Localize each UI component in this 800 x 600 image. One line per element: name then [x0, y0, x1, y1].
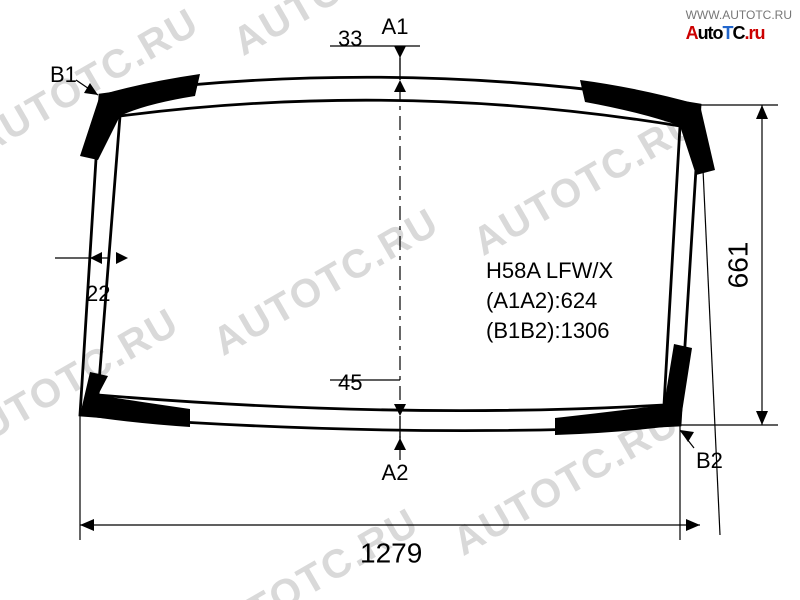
corner-br: [555, 344, 692, 435]
dim-a1-value: 33: [338, 26, 362, 51]
label-a1: A1: [382, 14, 409, 39]
dim-left-value: 22: [86, 281, 110, 306]
dim-width-value: 1279: [360, 537, 422, 568]
glass-b1b2: (B1B2):1306: [486, 318, 610, 343]
dim-mid-value: 45: [338, 370, 362, 395]
glass-inner: [98, 100, 680, 410]
diagram-root: { "watermark":{"text":"AUTOTC.RU","url":…: [0, 0, 800, 600]
label-b2: B2: [696, 448, 723, 473]
dim-height-value: 661: [722, 242, 753, 289]
label-a2: A2: [382, 460, 409, 485]
corner-tr: [580, 80, 715, 175]
corner-tl: [80, 74, 200, 160]
glass-code: H58A LFW/X: [486, 258, 613, 283]
glass-outer: [80, 77, 700, 430]
label-b1: B1: [50, 62, 77, 87]
glass-a1a2: (A1A2):624: [486, 288, 597, 313]
drawing-canvas: 33 A1 22 45 A2 1279 661 B1 B2 H58A LFW/X…: [0, 0, 800, 600]
